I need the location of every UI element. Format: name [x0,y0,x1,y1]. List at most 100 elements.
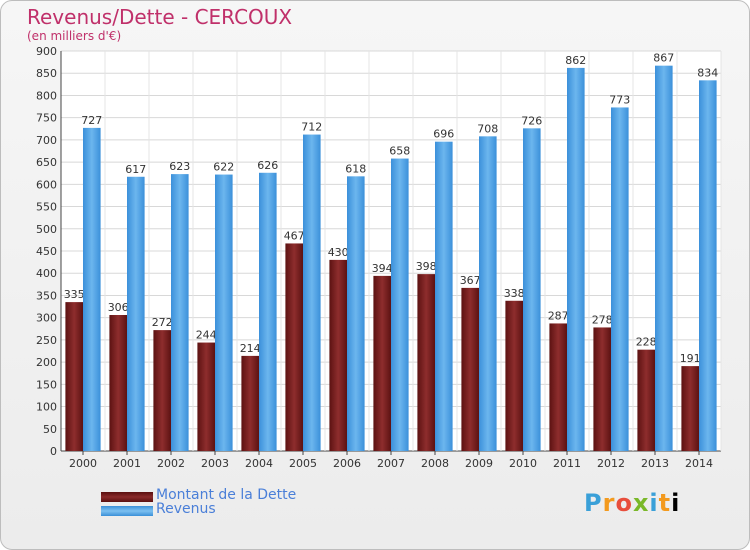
x-tick-label: 2001 [113,457,141,470]
bar-dette [285,243,303,451]
data-label-dette: 338 [504,287,525,300]
bar-dette [417,274,435,451]
legend-label-dette: Montant de la Dette [156,487,297,503]
bar-revenus [303,134,321,452]
y-tick-label: 50 [43,423,57,436]
x-tick-label: 2004 [245,457,273,470]
bar-revenus [699,80,717,451]
bar-dette [637,349,655,451]
x-tick-label: 2007 [377,457,405,470]
y-tick-label: 700 [36,134,57,147]
proxiti-logo: Proxiti [584,489,681,517]
bar-revenus [83,127,101,451]
bar-revenus [391,158,409,452]
bar-revenus [435,141,453,451]
y-tick-label: 300 [36,312,57,325]
bar-revenus [479,136,497,452]
bar-dette [65,302,83,451]
y-tick-label: 0 [50,445,57,458]
bar-revenus [655,65,673,452]
x-tick-label: 2010 [509,457,537,470]
bar-revenus [171,174,189,451]
data-label-revenus: 862 [565,54,586,67]
bar-dette [373,275,391,451]
data-label-dette: 244 [196,329,217,342]
data-label-revenus: 622 [213,161,234,174]
bar-dette [109,315,127,451]
y-tick-label: 550 [36,201,57,214]
x-tick-label: 2013 [641,457,669,470]
data-label-revenus: 623 [169,160,190,173]
legend-label-revenus: Revenus [156,501,216,517]
data-label-dette: 394 [372,262,393,275]
x-tick-label: 2008 [421,457,449,470]
y-tick-label: 850 [36,67,57,80]
data-label-revenus: 867 [653,52,674,65]
data-label-revenus: 626 [257,159,278,172]
chart-subtitle: (en milliers d'€) [27,29,122,43]
x-tick-label: 2002 [157,457,185,470]
x-tick-label: 2003 [201,457,229,470]
data-label-revenus: 712 [301,121,322,134]
data-label-revenus: 834 [697,66,718,79]
data-label-revenus: 708 [477,122,498,135]
y-tick-label: 800 [36,89,57,102]
data-label-revenus: 727 [81,114,102,127]
x-tick-label: 2006 [333,457,361,470]
y-tick-label: 750 [36,112,57,125]
y-tick-label: 100 [36,401,57,414]
bar-dette [505,300,523,451]
y-tick-label: 200 [36,356,57,369]
data-label-revenus: 658 [389,145,410,158]
data-label-dette: 367 [460,274,481,287]
y-tick-label: 250 [36,334,57,347]
data-label-dette: 430 [328,246,349,259]
x-tick-label: 2009 [465,457,493,470]
y-tick-label: 900 [36,45,57,58]
bar-revenus [215,174,233,452]
y-tick-label: 500 [36,223,57,236]
bar-revenus [567,67,585,451]
y-tick-label: 600 [36,178,57,191]
x-tick-label: 2014 [685,457,713,470]
data-label-revenus: 696 [433,128,454,141]
bar-dette [241,355,259,451]
data-label-dette: 335 [64,288,85,301]
bar-revenus [347,176,365,452]
x-tick-label: 2011 [553,457,581,470]
x-tick-label: 2005 [289,457,317,470]
bar-dette [549,323,567,451]
bar-dette [329,259,347,451]
data-label-dette: 214 [240,342,261,355]
data-label-revenus: 618 [345,162,366,175]
bar-revenus [611,107,629,451]
legend-swatch-dette [101,492,153,502]
chart-title: Revenus/Dette - CERCOUX [27,5,293,29]
data-label-dette: 467 [284,229,305,242]
y-tick-label: 450 [36,245,57,258]
data-label-revenus: 617 [125,163,146,176]
bar-dette [593,327,611,451]
bar-dette [153,330,171,451]
data-label-dette: 272 [152,316,173,329]
bar-dette [681,366,699,451]
y-tick-label: 400 [36,267,57,280]
y-tick-label: 150 [36,378,57,391]
data-label-dette: 306 [108,301,129,314]
data-label-dette: 228 [636,336,657,349]
bar-revenus [127,176,145,451]
data-label-dette: 191 [680,352,701,365]
y-tick-label: 650 [36,156,57,169]
data-label-dette: 278 [592,313,613,326]
y-tick-label: 350 [36,289,57,302]
bar-dette [197,342,215,451]
data-label-revenus: 726 [521,114,542,127]
legend-swatch-revenus [101,506,153,516]
bar-dette [461,287,479,451]
x-tick-label: 2000 [69,457,97,470]
bar-revenus [523,128,541,451]
data-label-dette: 287 [548,309,569,322]
data-label-dette: 398 [416,260,437,273]
